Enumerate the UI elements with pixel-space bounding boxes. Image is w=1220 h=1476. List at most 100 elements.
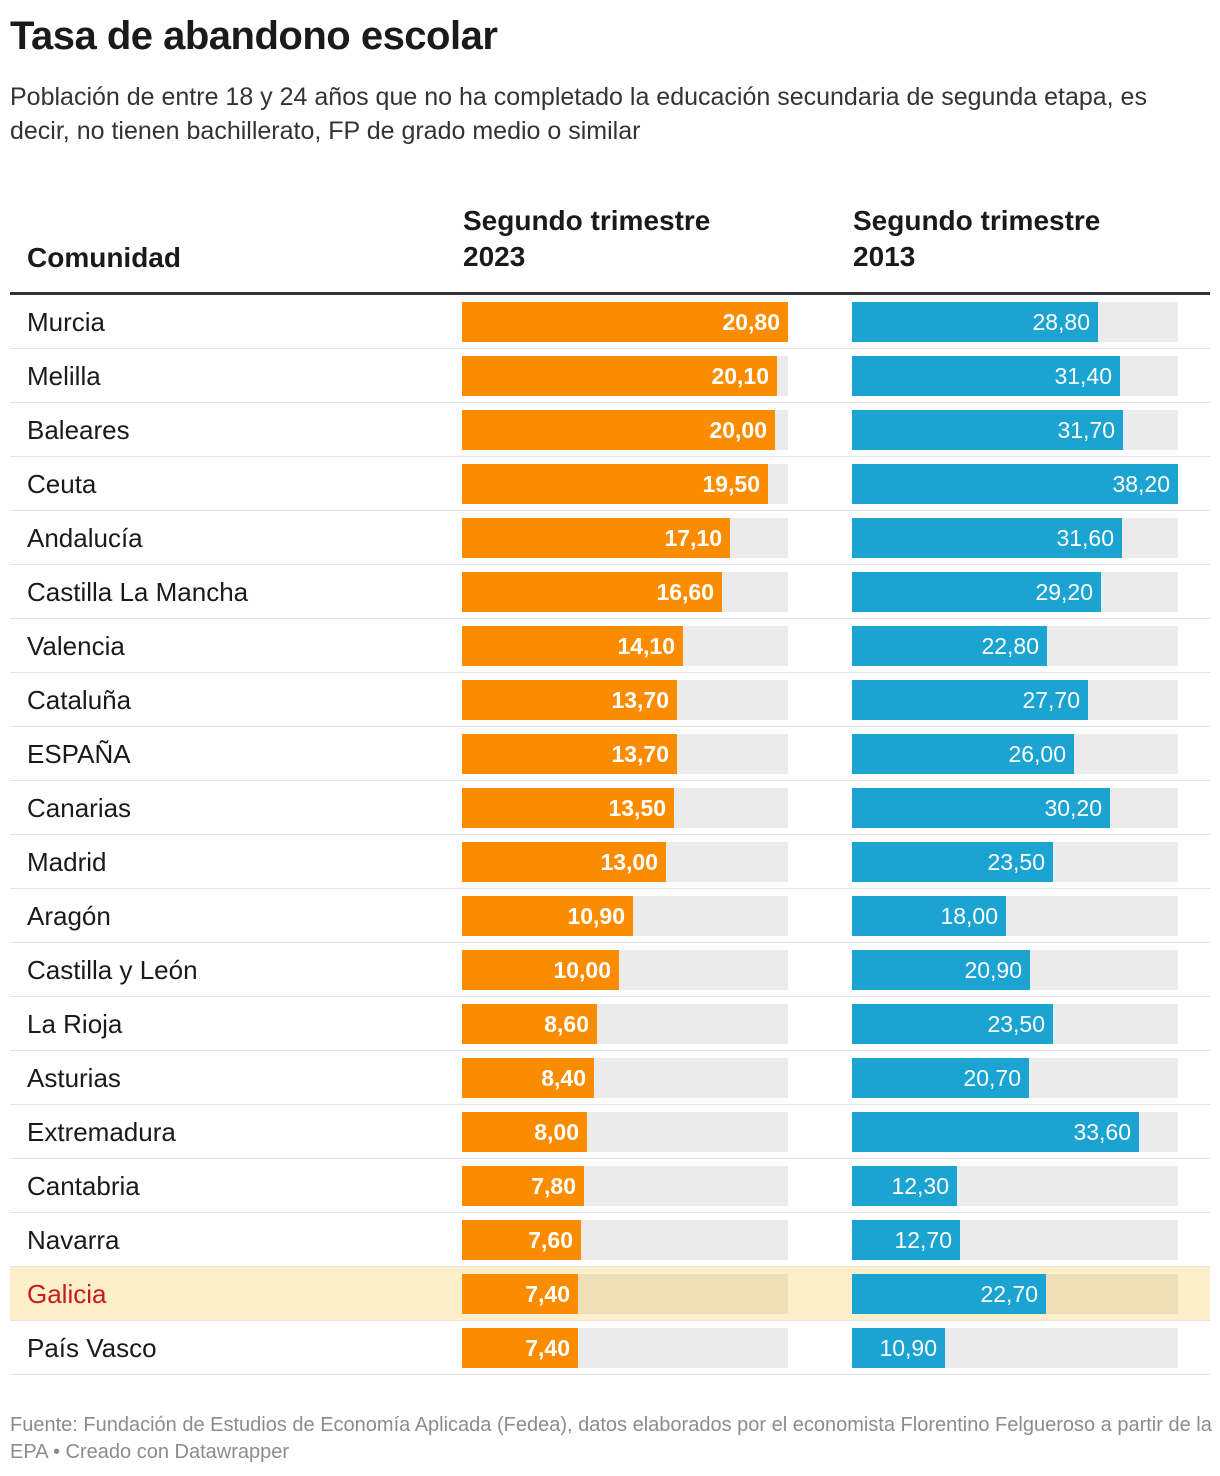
bar-value-label-2023: 10,00	[553, 957, 611, 983]
row-divider	[10, 888, 1210, 889]
row-label: Melilla	[27, 361, 101, 391]
header-divider	[10, 292, 1210, 295]
bar-value-label-2013: 38,20	[1112, 471, 1170, 497]
bar-value-label-2013: 26,00	[1008, 741, 1066, 767]
bar-2023: 17,10	[462, 518, 730, 558]
bar-value-label-2023: 13,00	[600, 849, 658, 875]
bar-2023: 10,90	[462, 896, 633, 936]
bar-2013: 22,80	[852, 626, 1047, 666]
bar-2013: 28,80	[852, 302, 1098, 342]
bar-2023: 14,10	[462, 626, 683, 666]
bar-track-2013: 31,70	[852, 410, 1178, 450]
bar-2023: 7,40	[462, 1328, 578, 1368]
row-divider	[10, 402, 1210, 403]
bar-track-2023: 13,50	[462, 788, 788, 828]
bar-value-label-2023: 8,00	[534, 1119, 579, 1145]
bar-2023: 10,00	[462, 950, 619, 990]
bar-value-label-2023: 19,50	[702, 471, 760, 497]
row-divider	[10, 1374, 1210, 1375]
bar-value-label-2013: 33,60	[1073, 1119, 1131, 1145]
table-row-la-rioja: La Rioja 8,60 23,50	[10, 997, 1210, 1051]
table-row-cantabria: Cantabria 7,80 12,30	[10, 1159, 1210, 1213]
bar-value-label-2023: 7,40	[525, 1335, 570, 1361]
bar-value-label-2023: 20,10	[711, 363, 769, 389]
bar-value-label-2013: 12,70	[894, 1227, 952, 1253]
row-divider	[10, 672, 1210, 673]
bar-value-label-2013: 22,80	[981, 633, 1039, 659]
row-label: País Vasco	[27, 1333, 157, 1363]
table-row-ceuta: Ceuta 19,50 38,20	[10, 457, 1210, 511]
table-row-andalucia: Andalucía 17,10 31,60	[10, 511, 1210, 565]
bar-track-2023: 16,60	[462, 572, 788, 612]
bar-track-2013: 23,50	[852, 842, 1178, 882]
bar-2023: 13,70	[462, 680, 677, 720]
bar-track-2023: 17,10	[462, 518, 788, 558]
bar-value-label-2023: 20,80	[722, 309, 780, 335]
row-divider	[10, 726, 1210, 727]
table-row-madrid: Madrid 13,00 23,50	[10, 835, 1210, 889]
bar-track-2023: 7,40	[462, 1274, 788, 1314]
bar-track-2023: 7,40	[462, 1328, 788, 1368]
bar-2013: 20,70	[852, 1058, 1029, 1098]
bar-2023: 20,00	[462, 410, 775, 450]
column-header-2023: Segundo trimestre 2023	[463, 205, 711, 272]
bar-track-2013: 20,70	[852, 1058, 1178, 1098]
bar-track-2013: 23,50	[852, 1004, 1178, 1044]
bar-2013: 33,60	[852, 1112, 1139, 1152]
bar-track-2023: 7,80	[462, 1166, 788, 1206]
bar-track-2013: 12,70	[852, 1220, 1178, 1260]
chart-subtitle: Población de entre 18 y 24 años que no h…	[10, 83, 1147, 145]
source-footer: Fuente: Fundación de Estudios de Economí…	[10, 1414, 1212, 1463]
bar-value-label-2023: 13,70	[611, 687, 669, 713]
bar-2013: 18,00	[852, 896, 1006, 936]
chart-title: Tasa de abandono escolar	[10, 14, 498, 58]
row-divider	[10, 942, 1210, 943]
bar-value-label-2013: 10,90	[879, 1335, 937, 1361]
bar-track-2013: 10,90	[852, 1328, 1178, 1368]
bar-value-label-2023: 17,10	[664, 525, 722, 551]
bar-2023: 13,00	[462, 842, 666, 882]
bar-2023: 7,80	[462, 1166, 584, 1206]
bar-value-label-2023: 14,10	[617, 633, 675, 659]
bar-track-2023: 13,00	[462, 842, 788, 882]
bar-value-label-2013: 23,50	[987, 1011, 1045, 1037]
table-row-melilla: Melilla 20,10 31,40	[10, 349, 1210, 403]
row-label: ESPAÑA	[27, 739, 131, 769]
bar-2023: 20,10	[462, 356, 777, 396]
bar-track-2013: 33,60	[852, 1112, 1178, 1152]
bar-value-label-2013: 31,40	[1054, 363, 1112, 389]
bar-value-label-2023: 7,40	[525, 1281, 570, 1307]
bar-2013: 30,20	[852, 788, 1110, 828]
bar-track-2013: 20,90	[852, 950, 1178, 990]
row-divider	[10, 456, 1210, 457]
table-row-canarias: Canarias 13,50 30,20	[10, 781, 1210, 835]
bar-2013: 31,60	[852, 518, 1122, 558]
row-divider	[10, 1050, 1210, 1051]
row-label: Madrid	[27, 847, 107, 877]
table-row-murcia: Murcia 20,80 28,80	[10, 295, 1210, 349]
column-header-2013: Segundo trimestre 2013	[853, 205, 1101, 272]
table-row-baleares: Baleares 20,00 31,70	[10, 403, 1210, 457]
row-label: La Rioja	[27, 1009, 123, 1039]
table-row-castilla-y-leon: Castilla y León 10,00 20,90	[10, 943, 1210, 997]
bar-track-2013: 28,80	[852, 302, 1178, 342]
bar-value-label-2023: 20,00	[709, 417, 767, 443]
bar-2023: 8,00	[462, 1112, 587, 1152]
table-row-extremadura: Extremadura 8,00 33,60	[10, 1105, 1210, 1159]
bar-2023: 20,80	[462, 302, 788, 342]
bar-value-label-2013: 20,90	[964, 957, 1022, 983]
bar-2013: 26,00	[852, 734, 1074, 774]
bar-value-label-2023: 13,50	[608, 795, 666, 821]
row-divider	[10, 348, 1210, 349]
row-divider	[10, 780, 1210, 781]
bar-value-label-2023: 7,60	[528, 1227, 573, 1253]
column-header-comunidad: Comunidad	[27, 242, 181, 273]
bar-value-label-2013: 18,00	[940, 903, 998, 929]
row-label: Andalucía	[27, 523, 143, 553]
row-label: Baleares	[27, 415, 130, 445]
bar-value-label-2013: 31,70	[1057, 417, 1115, 443]
bar-2013: 22,70	[852, 1274, 1046, 1314]
bar-2013: 38,20	[852, 464, 1178, 504]
bar-2013: 10,90	[852, 1328, 945, 1368]
bar-value-label-2013: 23,50	[987, 849, 1045, 875]
